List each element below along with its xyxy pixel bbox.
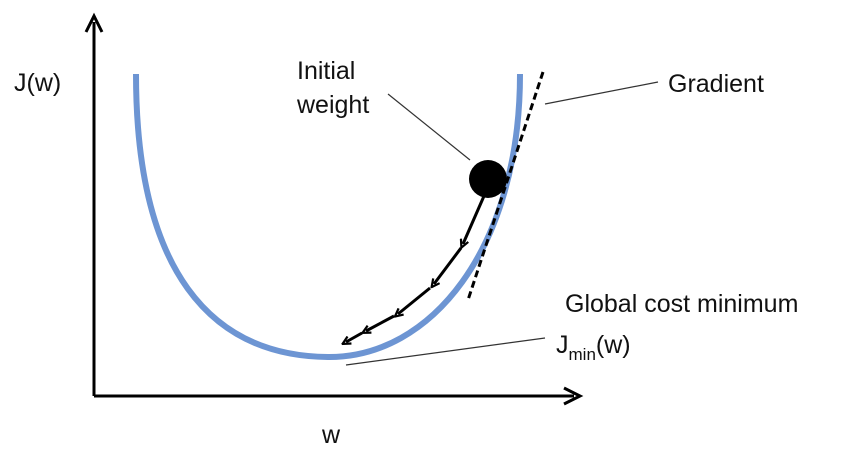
global-cost-minimum-label: Global cost minimum [565,290,798,318]
axes [84,12,584,406]
jmin-prefix: J [556,331,569,359]
jmin-subscript: min [569,345,596,364]
initial-weight-label-line1: Initial [297,57,355,85]
gradient-leader-line [544,81,659,105]
descent-step-arrow [346,331,363,342]
descent-step-arrow [434,247,463,284]
jmin-label: Jmin(w) [556,331,631,364]
descent-step-arrow [398,286,431,314]
initial-weight-leader-line [387,93,471,161]
jmin-suffix: (w) [596,331,631,359]
descent-step-arrow [366,314,395,331]
global-minimum-leader-line [345,337,546,366]
initial-weight-ball [469,160,507,198]
gradient-tangent-line [466,71,545,301]
descent-step-arrow [463,195,486,244]
y-axis-label: J(w) [14,69,61,97]
descent-steps [346,195,486,342]
gradient-label: Gradient [668,70,764,98]
x-axis-arrowhead [563,386,584,406]
x-axis-label: w [321,421,341,449]
initial-weight-label-line2: weight [296,91,369,119]
y-axis-arrowhead [84,12,104,33]
